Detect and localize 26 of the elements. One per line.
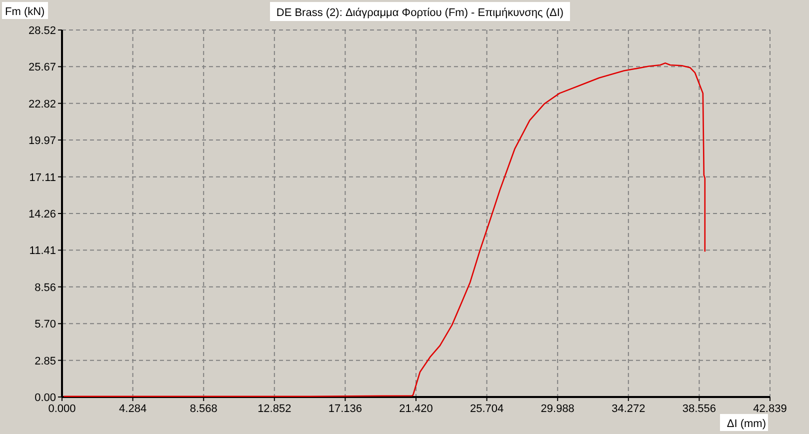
chart-title: DE Brass (2): Διάγραμμα Φορτίου (Fm) - Επιμήκυνσης (ΔΙ) xyxy=(276,7,564,19)
y-axis-title: Fm (kN) xyxy=(5,6,45,18)
line-series xyxy=(63,62,706,398)
y-tick-label: 8.56 xyxy=(34,282,56,294)
y-tick-label: 22.82 xyxy=(28,98,56,110)
x-tick-label: 29.988 xyxy=(540,403,574,415)
y-tick-label: 19.97 xyxy=(28,135,56,148)
y-tick-label: 14.26 xyxy=(28,208,56,220)
x-axis-title: ΔI (mm) xyxy=(726,418,766,430)
y-tick-label: 0.00 xyxy=(34,392,56,404)
y-tick-label: 17.11 xyxy=(29,172,56,184)
y-tick-label: 28.52 xyxy=(28,25,56,37)
x-tick-label: 34.272 xyxy=(612,403,646,415)
y-tick-label: 2.85 xyxy=(34,355,56,368)
x-tick-label: 0.000 xyxy=(48,403,76,415)
x-tick-label: 21.420 xyxy=(399,403,433,415)
y-tick-label: 25.67 xyxy=(28,62,56,74)
x-tick-label: 4.284 xyxy=(119,403,147,415)
x-tick-label: 38.556 xyxy=(682,403,716,415)
x-tick-label: 8.568 xyxy=(190,403,218,415)
y-tick-label: 5.70 xyxy=(34,318,56,331)
x-tick-label: 42.839 xyxy=(753,403,787,415)
x-tick-label: 12.852 xyxy=(258,403,292,415)
y-tick-label: 11.41 xyxy=(29,245,56,258)
x-tick-label: 25.704 xyxy=(470,403,504,415)
x-tick-label: 17.136 xyxy=(328,403,362,415)
